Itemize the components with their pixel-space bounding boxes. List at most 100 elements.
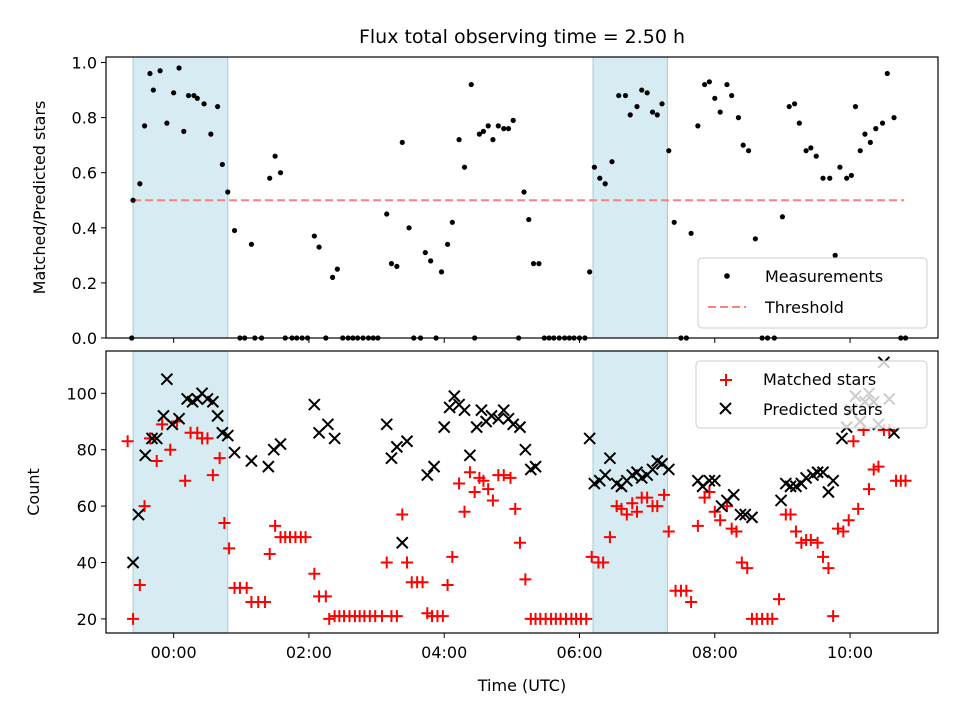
predicted-legend-marker [719,402,732,415]
predicted-star-marker [385,451,398,465]
measurement-point [501,126,507,132]
x-tick-label: 02:00 [286,643,332,662]
predicted-star-marker [529,460,542,473]
measurement-point [485,123,491,129]
y-tick-label: 0.4 [72,219,97,238]
matched-star-marker [827,610,840,623]
measurement-point [813,153,819,159]
matched-legend-marker [720,374,732,386]
measurement-point [384,211,390,217]
matched-star-marker [615,502,628,515]
chart-title: Flux total observing time = 2.50 h [359,26,685,48]
matched-star-marker [831,522,844,535]
matched-star-marker [258,595,271,608]
measurement-point [808,145,814,151]
top-plot-frame [105,56,939,339]
matched-star-marker [735,556,748,569]
observing-window-spans-bottom [132,350,668,634]
matched-legend-label: Matched stars [763,370,876,389]
predicted-star-marker [598,468,612,482]
matched-star-marker [156,418,169,431]
bottom-y-axis-ticks: 20 40 60 80 100 [66,384,106,629]
measurement-point [622,92,629,99]
matched-star-marker [585,550,598,563]
matched-star-marker [519,573,532,586]
measurement-point [272,153,278,159]
measurement-point [654,112,660,118]
measurements-legend-label: Measurements [765,267,883,286]
matched-star-marker [662,525,675,538]
matched-star-marker [390,610,403,623]
predicted-star-marker [380,418,393,431]
threshold-legend-label: Threshold [764,298,844,317]
measurement-point [171,90,177,96]
top-y-axis-title: Matched/Predicted stars [30,101,49,295]
predicted-star-marker [443,401,456,414]
measurement-point [852,103,859,110]
bottom-y-axis-title: Count [24,468,43,516]
measurement-point [316,244,322,250]
matched-star-marker [319,590,332,603]
matched-star-marker [630,505,643,518]
x-tick-label: 08:00 [692,643,738,662]
measurement-point [510,117,516,123]
matched-star-marker [127,612,140,625]
predicted-star-marker [513,420,527,434]
matched-star-marker [299,531,312,544]
measurement-point [735,115,742,121]
measurement-point [857,148,863,154]
predicted-star-marker [485,409,498,423]
predicted-star-marker [887,426,901,439]
matched-star-marker [436,610,449,623]
measurements-legend-marker [724,273,730,279]
matched-star-marker [817,550,830,563]
measurement-point [449,219,455,225]
measurement-point [702,81,708,88]
measurement-point [791,101,798,107]
predicted-star-marker [206,395,220,408]
observing-window-spans [132,56,668,339]
predicted-star-marker [745,511,759,524]
predicted-star-marker [816,466,830,479]
measurement-point [752,236,758,242]
matched-star-marker [441,579,454,592]
matched-star-marker [396,508,409,521]
predicted-star-marker [603,451,617,465]
predicted-star-marker [262,460,275,473]
measurement-point [862,131,868,137]
measurement-point [695,123,701,129]
y-tick-label: 0.8 [72,109,97,128]
count-panel: 20 40 60 80 100 00:00 02:00 04:00 06:00 08:00 10:… [24,350,939,695]
predicted-star-marker [583,432,596,445]
matched-star-marker [842,514,855,527]
measurement-point [530,261,537,267]
matched-star-marker [822,562,835,575]
matched-star-marker [482,483,495,496]
measurement-point [311,233,317,239]
matched-star-marker [497,469,510,482]
matched-star-marker [766,612,779,625]
predicted-star-marker [506,418,520,431]
measurement-point [786,103,792,110]
matched-star-marker [691,519,704,532]
measurement-point [194,95,200,101]
measurement-point [267,175,273,181]
measurement-point [181,128,187,134]
measurement-point [394,263,400,269]
measurement-point [164,120,170,126]
matched-star-marker [847,435,860,448]
predicted-legend-label: Predicted stars [763,400,883,419]
matched-star-marker [509,502,522,515]
predicted-star-marker [448,389,461,403]
predicted-star-marker [463,449,477,462]
matched-star-marker [269,519,282,532]
matched-star-marker [401,556,414,569]
predicted-star-marker [774,494,788,507]
matched-star-marker [206,469,219,482]
measurement-point [399,139,405,146]
measurement-point [130,197,136,203]
predicted-star-marker [421,468,434,482]
y-tick-label: 0.0 [72,329,97,348]
measurement-point [438,269,445,275]
